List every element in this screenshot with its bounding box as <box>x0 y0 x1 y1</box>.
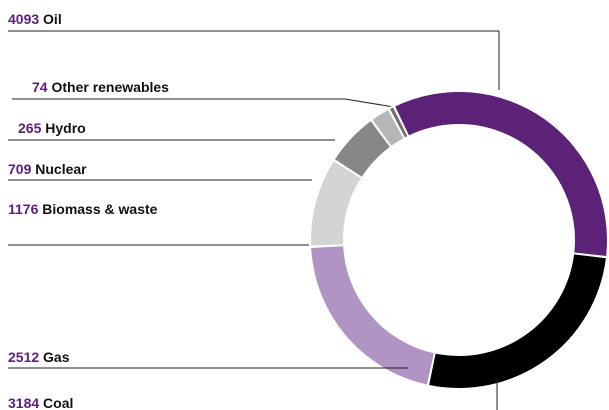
label-other-renewables: 74 Other renewables <box>32 79 169 95</box>
label-name-nuclear: Nuclear <box>31 161 87 177</box>
label-value-hydro: 265 <box>18 120 42 136</box>
slice-hydro <box>372 110 404 146</box>
slice-coal <box>429 254 606 388</box>
label-value-gas: 2512 <box>8 349 39 365</box>
slice-oil <box>395 91 608 257</box>
label-name-gas: Gas <box>39 349 70 365</box>
label-value-oil: 4093 <box>8 11 39 27</box>
label-coal: 3184 Coal <box>8 395 73 410</box>
label-value-coal: 3184 <box>8 395 39 410</box>
label-nuclear: 709 Nuclear <box>8 161 87 177</box>
label-name-biomass-and-waste: Biomass & waste <box>38 201 157 217</box>
label-value-nuclear: 709 <box>8 161 32 177</box>
label-oil: 4093 Oil <box>8 11 62 27</box>
label-value-other-renewables: 74 <box>32 79 48 95</box>
leader-diag-other-renewables <box>344 98 391 107</box>
slice-nuclear <box>334 121 390 177</box>
label-name-hydro: Hydro <box>41 120 85 136</box>
slice-gas <box>311 246 434 385</box>
label-name-other-renewables: Other renewables <box>48 79 170 95</box>
slice-other-renewables <box>390 107 408 138</box>
label-gas: 2512 Gas <box>8 349 70 365</box>
label-biomass-and-waste: 1176 Biomass & waste <box>8 201 158 217</box>
label-name-coal: Coal <box>39 395 73 410</box>
label-value-biomass-and-waste: 1176 <box>8 201 39 217</box>
label-name-oil: Oil <box>39 11 62 27</box>
label-hydro: 265 Hydro <box>18 120 86 136</box>
slice-biomass-and-waste <box>310 161 361 246</box>
